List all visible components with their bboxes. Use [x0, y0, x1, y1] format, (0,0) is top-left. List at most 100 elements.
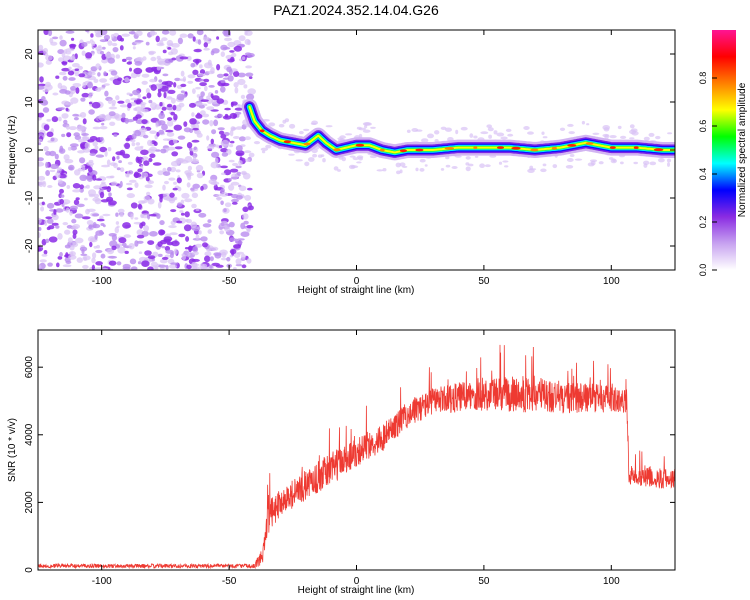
noise-speck [203, 62, 213, 69]
noise-speck [87, 81, 93, 89]
noise-speck [232, 162, 239, 167]
noise-speck [419, 158, 426, 163]
noise-speck [110, 70, 118, 76]
noise-speck [109, 121, 116, 127]
ridge-peak [496, 146, 505, 150]
noise-speck [166, 96, 173, 100]
noise-speck [146, 92, 152, 99]
noise-speck [169, 192, 175, 198]
noise-speck [210, 109, 219, 112]
noise-speck [222, 46, 231, 50]
noise-speck [137, 261, 142, 265]
noise-speck [189, 118, 197, 125]
noise-speck [79, 246, 88, 252]
noise-speck [126, 61, 132, 65]
noise-speck [224, 37, 232, 42]
noise-speck [108, 192, 112, 197]
noise-speck [94, 145, 99, 150]
noise-speck [190, 221, 198, 229]
noise-speck [168, 197, 176, 204]
noise-speck [198, 104, 205, 109]
noise-speck [129, 67, 132, 72]
noise-speck [242, 172, 251, 180]
noise-speck [81, 92, 90, 98]
noise-speck [108, 111, 116, 117]
noise-speck [295, 159, 304, 162]
noise-speck [47, 185, 53, 188]
noise-speck [211, 48, 220, 54]
noise-speck [187, 80, 194, 84]
noise-speck [61, 113, 69, 119]
noise-speck [78, 138, 85, 143]
noise-speck [216, 73, 224, 78]
noise-speck [47, 30, 53, 37]
noise-speck [43, 47, 48, 55]
noise-speck [261, 150, 266, 154]
noise-speck [451, 166, 458, 169]
noise-speck [169, 166, 177, 173]
noise-speck [86, 220, 94, 226]
noise-speck [88, 166, 93, 173]
noise-speck [202, 36, 210, 42]
noise-speck [115, 54, 121, 59]
ridge-peak [259, 129, 265, 133]
noise-speck [93, 245, 98, 249]
noise-speck [179, 56, 189, 60]
noise-speck [288, 153, 295, 156]
snr-background [38, 330, 675, 570]
noise-speck [65, 124, 70, 130]
noise-speck [71, 218, 77, 224]
noise-speck [592, 132, 600, 135]
noise-speck [223, 169, 232, 176]
noise-speck [55, 208, 64, 213]
noise-speck [192, 183, 200, 189]
noise-speck [65, 260, 72, 264]
noise-speck [238, 35, 246, 42]
noise-speck [62, 222, 69, 226]
noise-speck [191, 112, 195, 117]
noise-speck [43, 250, 48, 255]
noise-speck [396, 170, 401, 175]
spectrogram-x-label: Height of straight line (km) [298, 285, 415, 296]
noise-speck [162, 73, 169, 77]
noise-speck [382, 168, 387, 172]
noise-speck [168, 51, 174, 56]
noise-speck [667, 132, 673, 135]
noise-speck [177, 135, 186, 140]
noise-speck [55, 75, 60, 79]
snr-x-axis: -100 -50 0 50 100 [92, 330, 620, 587]
noise-speck [179, 78, 187, 82]
colorbar-ticks: 0.0 0.2 0.4 0.6 0.8 [698, 72, 717, 276]
noise-speck [177, 37, 183, 45]
noise-speck [237, 72, 246, 78]
noise-speck [242, 213, 249, 220]
noise-speck [211, 246, 219, 251]
noise-speck [130, 97, 138, 101]
noise-speck [148, 51, 155, 56]
noise-speck [143, 160, 150, 166]
noise-speck [80, 97, 86, 102]
noise-speck [61, 100, 69, 105]
x-tick-label: -50 [222, 276, 237, 287]
noise-speck [480, 131, 489, 135]
noise-speck [220, 134, 227, 139]
noise-speck [60, 194, 65, 198]
noise-speck [125, 137, 130, 142]
noise-speck [126, 170, 130, 178]
noise-speck [117, 208, 125, 214]
noise-speck [89, 152, 96, 156]
noise-speck [61, 52, 66, 58]
noise-speck [74, 169, 81, 176]
noise-speck [67, 146, 72, 151]
noise-speck [46, 131, 54, 138]
noise-speck [69, 56, 76, 61]
noise-speck [233, 113, 237, 119]
noise-speck [52, 36, 59, 40]
noise-speck [129, 258, 137, 265]
noise-speck [91, 101, 101, 109]
noise-speck [155, 35, 160, 43]
noise-speck [230, 56, 235, 62]
noise-speck [542, 163, 547, 167]
noise-speck [216, 98, 225, 104]
x-tick-label: 0 [354, 576, 360, 587]
